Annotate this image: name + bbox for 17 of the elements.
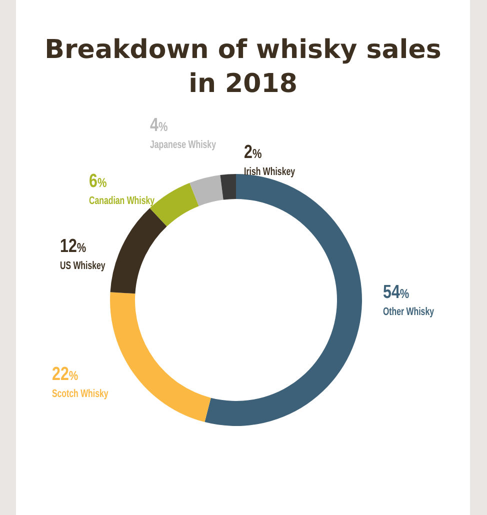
data-label: 54% bbox=[383, 280, 410, 302]
data-label: 4% bbox=[150, 113, 168, 136]
slice-label: US Whiskey bbox=[60, 260, 106, 272]
chart-title: Breakdown of whisky sales in 2018 bbox=[44, 35, 442, 99]
donut-slice bbox=[110, 208, 167, 294]
data-label: 12% bbox=[60, 234, 87, 256]
slice-label: Irish Whiskey bbox=[244, 166, 296, 178]
slice-label: Scotch Whisky bbox=[52, 388, 109, 400]
donut-slice bbox=[220, 174, 236, 200]
data-label: 2% bbox=[244, 140, 262, 162]
slice-label: Other Whisky bbox=[383, 306, 435, 318]
data-label: 22% bbox=[52, 362, 79, 384]
slice-label: Canadian Whisky bbox=[89, 194, 156, 208]
donut-slice bbox=[110, 292, 211, 422]
data-label: 6% bbox=[89, 169, 108, 192]
slice-label: Japanese Whisky bbox=[150, 138, 217, 152]
donut-slice bbox=[190, 174, 224, 206]
